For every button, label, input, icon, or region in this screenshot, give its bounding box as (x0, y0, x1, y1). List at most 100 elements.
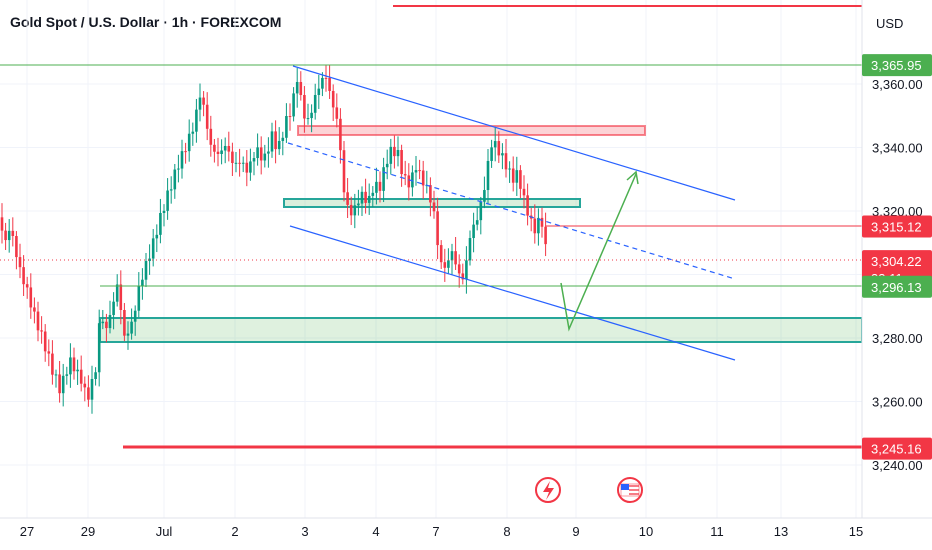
candle-body (177, 168, 180, 170)
candle-body (69, 357, 72, 375)
candle-body (429, 185, 432, 203)
candle-body (360, 191, 364, 204)
candle-body (205, 104, 209, 129)
price-tag-label: 3,365.95 (871, 58, 922, 73)
grid (0, 0, 862, 518)
candle-body (378, 181, 382, 191)
x-tick-label: 15 (849, 524, 863, 539)
x-tick-label: Jul (156, 524, 173, 539)
candle-body (144, 261, 148, 280)
candle-body (25, 284, 29, 288)
candle-body (486, 160, 490, 191)
x-tick-label: 3 (301, 524, 308, 539)
candle-body (454, 251, 457, 265)
candle-body (328, 77, 331, 91)
candle-body (7, 230, 11, 241)
candle-body (256, 147, 259, 159)
candle-body (357, 203, 360, 206)
candle-body (123, 310, 126, 336)
projection-arrow-head (626, 170, 639, 185)
candle-body (522, 188, 526, 196)
candle-body (396, 150, 400, 157)
candle-body (501, 153, 504, 156)
event-markers (535, 477, 643, 503)
zones (99, 125, 863, 343)
candle-body (490, 147, 493, 161)
candle-body (465, 260, 468, 280)
candle-body (339, 118, 342, 151)
projection-arrow (560, 173, 637, 332)
candle-body (29, 287, 33, 308)
candle-body (526, 195, 529, 216)
candle-body (166, 190, 169, 211)
candle-body (277, 140, 281, 150)
candle-body (461, 273, 465, 280)
time-axis-bg (0, 518, 932, 550)
price-tag-label: 3,296.13 (871, 280, 922, 295)
candle-body (220, 150, 223, 154)
candle-body (209, 128, 213, 145)
candle-body (483, 190, 486, 202)
candle-body (418, 170, 421, 172)
candle-body (411, 172, 414, 188)
candle-body (519, 170, 522, 189)
candle-body (303, 95, 306, 119)
candle-body (151, 238, 155, 259)
candle-body (468, 238, 472, 261)
candle-body (544, 226, 547, 245)
x-tick-label: 11 (710, 524, 724, 539)
channel-upper (292, 65, 736, 201)
candle-body (40, 330, 43, 332)
x-tick-label: 27 (20, 524, 34, 539)
candle-body (101, 321, 105, 324)
demand-zone (99, 317, 863, 343)
candle-body (414, 170, 418, 173)
candle-body (540, 217, 544, 227)
candle-body (11, 230, 15, 237)
overlays (0, 5, 862, 449)
candle-body (313, 94, 317, 113)
candle-body (371, 192, 375, 196)
x-tick-label: 10 (639, 524, 653, 539)
price-tag-label: 3,245.16 (871, 442, 922, 457)
channel-lower (289, 225, 736, 361)
candle-body (385, 163, 389, 168)
candle-body (137, 285, 141, 311)
price-axis: USD3,240.003,260.003,280.003,300.003,320… (861, 0, 932, 518)
y-tick-label: 3,260.00 (872, 395, 923, 410)
candle-body (475, 220, 479, 225)
candle-body (457, 264, 461, 274)
candle-body (105, 321, 108, 329)
candle-body (130, 321, 133, 334)
candles (0, 64, 547, 414)
candle-body (223, 145, 227, 151)
support-zone (283, 198, 581, 208)
candle-body (472, 224, 475, 239)
candle-body (331, 90, 335, 108)
candle-body (4, 230, 7, 241)
y-tick-label: 3,320.00 (872, 204, 923, 219)
x-tick-label: 29 (81, 524, 95, 539)
candle-body (198, 97, 202, 110)
candle-body (515, 170, 519, 183)
candle-body (270, 131, 274, 152)
candle-body (162, 210, 166, 213)
candle-body (263, 153, 267, 161)
y-tick-label: 3,280.00 (872, 331, 923, 346)
x-tick-label: 8 (503, 524, 510, 539)
candle-body (400, 150, 403, 175)
candle-body (421, 170, 425, 186)
candle-body (213, 144, 216, 152)
candle-body (321, 77, 324, 89)
candle-body (79, 369, 83, 384)
candle-body (403, 174, 407, 176)
candle-body (335, 107, 339, 119)
candle-body (274, 131, 277, 150)
x-tick-label: 9 (572, 524, 579, 539)
candle-body (349, 204, 353, 216)
candle-body (90, 379, 94, 400)
candle-body (249, 161, 252, 173)
candle-body (407, 175, 411, 188)
candle-body (76, 369, 79, 372)
